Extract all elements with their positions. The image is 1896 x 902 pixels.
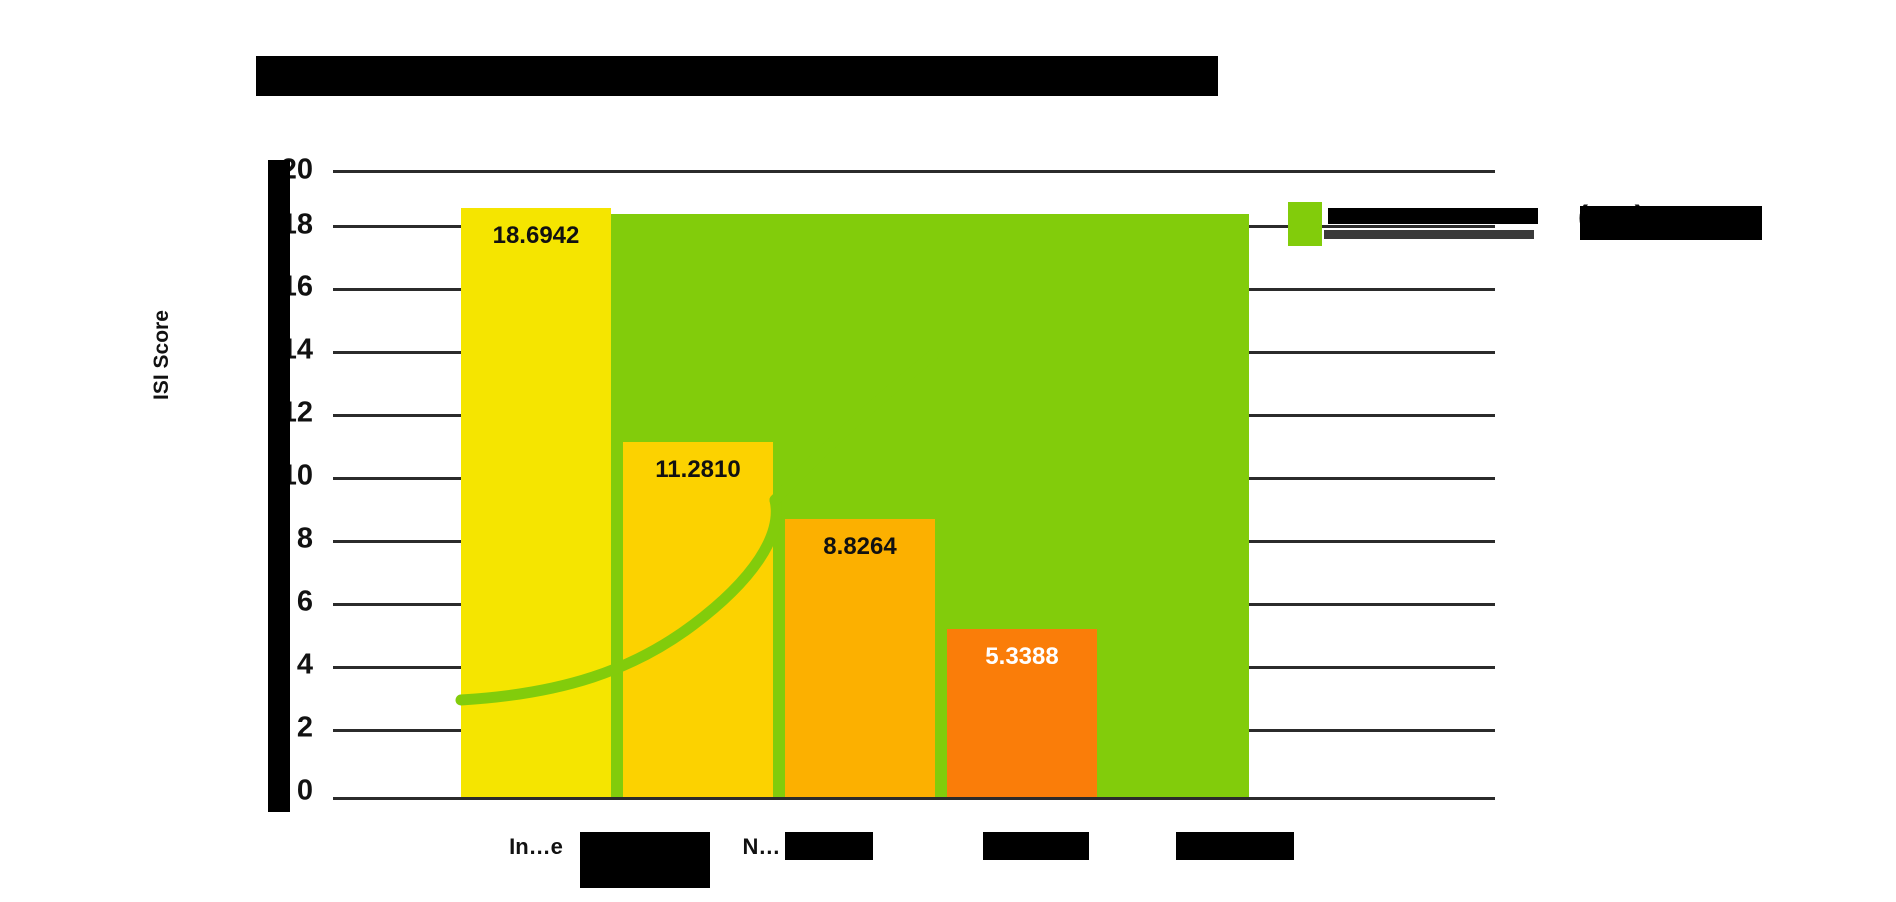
y-axis-redaction-bar (268, 160, 290, 812)
x-label-redaction-bar (983, 832, 1089, 860)
bar-2[interactable]: 11.2810 (623, 442, 773, 797)
bar-value-label: 11.2810 (655, 456, 741, 483)
legend-line-icon (1324, 230, 1534, 239)
x-label-redaction-bar (1176, 832, 1294, 860)
y-tick-label: 2 (296, 711, 313, 744)
legend-label-2-redaction-bar (1580, 206, 1762, 240)
y-tick-label: 0 (296, 774, 313, 807)
chart-title: SI (252, 48, 1262, 96)
bar-4[interactable]: 5.3388 (947, 629, 1097, 797)
legend-swatch-icon (1288, 202, 1322, 246)
y-tick-label: 4 (296, 648, 313, 681)
x-axis-line (333, 797, 1495, 800)
gridline (333, 170, 1495, 173)
bar-value-label: 8.8264 (823, 533, 897, 560)
x-tick-label-1: In…e (509, 834, 563, 859)
plot-area: 18.6942 11.2810 8.8264 5.3388 (333, 170, 1495, 800)
x-axis-tick-labels: In…e N… ISI … ISI (0, 828, 1896, 898)
bar-value-label: 18.6942 (492, 222, 580, 249)
bar-3[interactable]: 8.8264 (785, 519, 935, 797)
y-tick-label: 6 (296, 585, 313, 618)
y-tick-label: 8 (296, 522, 313, 555)
x-label-redaction-bar (580, 832, 710, 888)
bar-1[interactable]: 18.6942 (461, 208, 611, 797)
title-redaction-bar (256, 56, 1218, 96)
x-label-redaction-bar (785, 832, 873, 860)
bar-value-label: 5.3388 (985, 643, 1059, 670)
legend-label-1-redaction-bar (1328, 208, 1538, 224)
